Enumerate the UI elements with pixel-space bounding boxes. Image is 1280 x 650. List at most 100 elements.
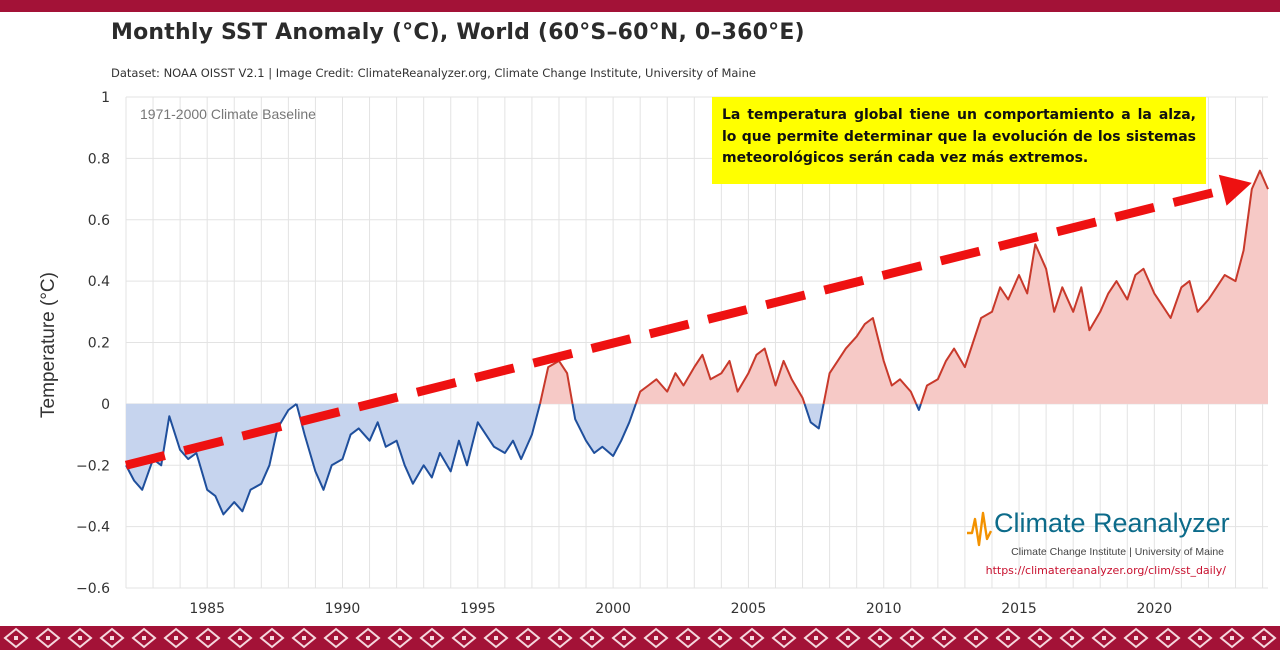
negative-anomaly-line [915,403,922,411]
x-tick-label: 2005 [731,601,767,617]
pattern-dot [206,636,210,640]
pattern-diamond [1219,627,1245,649]
x-tick-label: 2000 [595,601,631,617]
pattern-diamond [1251,627,1277,649]
pattern-diamond [131,627,157,649]
pattern-dot [782,636,786,640]
pattern-dot [1166,636,1170,640]
pattern-diamond [67,627,93,649]
pattern-dot [1070,636,1074,640]
pattern-dot [974,636,978,640]
pattern-dot [270,636,274,640]
y-tick-label: 0.8 [88,151,110,167]
pattern-dot [302,636,306,640]
pattern-dot [750,636,754,640]
pattern-dot [622,636,626,640]
trend-arrow [124,174,1252,470]
positive-anomaly-line [919,169,1269,405]
pattern-diamond [803,627,829,649]
x-tick-label: 2010 [866,601,902,617]
pattern-diamond [515,627,541,649]
pattern-diamond [1027,627,1053,649]
x-tick-label: 2015 [1001,601,1037,617]
pattern-dot [558,636,562,640]
pattern-dot [430,636,434,640]
pattern-diamond [1091,627,1117,649]
pattern-dot [1038,636,1042,640]
pattern-diamond [707,627,733,649]
source-url[interactable]: https://climatereanalyzer.org/clim/sst_d… [985,564,1226,577]
annotation-box: La temperatura global tiene un comportam… [712,97,1206,184]
pattern-dot [526,636,530,640]
x-tick-label: 1995 [460,601,496,617]
pattern-diamond [675,627,701,649]
climate-reanalyzer-logo: Climate Reanalyzer Climate Change Instit… [966,506,1256,586]
pattern-dot [174,636,178,640]
pattern-dot [1134,636,1138,640]
pattern-dot [462,636,466,640]
y-tick-label: −0.4 [76,520,110,536]
y-axis-label: Temperature (°C) [38,272,59,418]
chart-subtitle: Dataset: NOAA OISST V2.1 | Image Credit:… [111,66,756,80]
pattern-diamond [355,627,381,649]
y-tick-label: 1 [101,90,110,106]
pattern-diamond [195,627,221,649]
pattern-dot [910,636,914,640]
y-tick-label: 0.2 [88,336,110,352]
pattern-diamond [1187,627,1213,649]
positive-anomaly-line [634,347,806,405]
pattern-diamond [451,627,477,649]
pattern-diamond [1059,627,1085,649]
pattern-dot [878,636,882,640]
pattern-diamond [35,627,61,649]
pattern-dot [1198,636,1202,640]
y-tick-label: 0.6 [88,213,110,229]
negative-anomaly-line [803,403,825,430]
baseline-label: 1971-2000 Climate Baseline [140,106,316,122]
pattern-diamond [483,627,509,649]
y-tick-labels: −0.6 −0.4 −0.2 0 0.2 0.4 0.6 0.8 1 [76,90,110,597]
decorative-pattern-band [0,626,1280,650]
pattern-dot [1262,636,1266,640]
y-tick-label: −0.6 [76,581,110,597]
pattern-dot [14,636,18,640]
anomaly-line [125,169,1269,516]
negative-anomaly-area [804,403,824,429]
pattern-diamond [323,627,349,649]
pattern-diamond [611,627,637,649]
pattern-dot [366,636,370,640]
pattern-dot [334,636,338,640]
x-tick-label: 1985 [189,601,225,617]
x-tick-label: 2020 [1137,601,1173,617]
pulse-icon [967,511,992,547]
pattern-diamond [227,627,253,649]
negative-anomaly-line [571,403,637,457]
chart-title: Monthly SST Anomaly (°C), World (60°S–60… [111,20,805,45]
pattern-diamond [931,627,957,649]
pattern-background [0,626,1280,650]
pattern-dot [78,636,82,640]
positive-anomaly-line [822,317,918,405]
pattern-diamond [291,627,317,649]
x-tick-label: 1990 [325,601,361,617]
pattern-diamond [835,627,861,649]
pattern-dot [686,636,690,640]
pattern-diamond [1123,627,1149,649]
pattern-diamond [643,627,669,649]
pattern-dot [238,636,242,640]
pattern-diamond [547,627,573,649]
pattern-dot [494,636,498,640]
pattern-dot [142,636,146,640]
positive-anomaly-area [635,348,805,404]
pattern-diamond [963,627,989,649]
pattern-diamond [995,627,1021,649]
logo-subtitle: Climate Change Institute | University of… [1011,546,1224,558]
y-tick-label: 0.4 [88,274,110,290]
pattern-dot [1006,636,1010,640]
pattern-diamond [899,627,925,649]
negative-anomaly-area [296,403,540,490]
pattern-diamond [739,627,765,649]
pattern-dot [942,636,946,640]
pattern-diamond [419,627,445,649]
